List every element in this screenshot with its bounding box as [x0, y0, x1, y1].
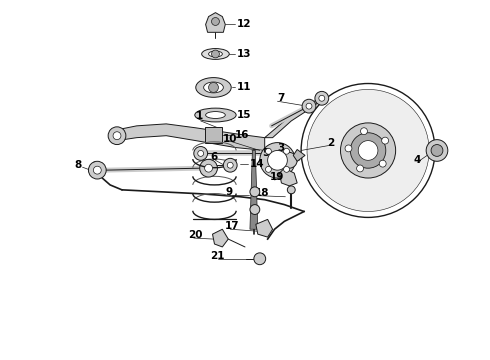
- Circle shape: [315, 91, 329, 105]
- Text: 5: 5: [262, 148, 269, 158]
- Circle shape: [89, 161, 106, 179]
- Circle shape: [281, 152, 297, 168]
- Ellipse shape: [206, 112, 225, 118]
- Text: 9: 9: [225, 187, 232, 197]
- Polygon shape: [206, 13, 225, 32]
- Text: 20: 20: [188, 230, 202, 240]
- Polygon shape: [293, 149, 305, 161]
- Circle shape: [254, 253, 266, 265]
- Text: 1: 1: [196, 111, 203, 121]
- Circle shape: [260, 143, 295, 178]
- Circle shape: [94, 166, 101, 174]
- Text: 12: 12: [237, 19, 252, 30]
- Circle shape: [198, 150, 204, 156]
- Circle shape: [307, 89, 429, 212]
- Circle shape: [212, 18, 220, 26]
- Text: 2: 2: [327, 138, 334, 148]
- Polygon shape: [205, 127, 222, 143]
- Ellipse shape: [196, 78, 231, 97]
- Text: 13: 13: [237, 49, 252, 59]
- Circle shape: [194, 147, 208, 160]
- Polygon shape: [117, 124, 265, 150]
- Polygon shape: [213, 229, 228, 247]
- Text: 3: 3: [277, 143, 285, 153]
- Polygon shape: [279, 168, 297, 186]
- Text: 17: 17: [225, 221, 240, 231]
- Circle shape: [284, 148, 290, 154]
- Circle shape: [205, 164, 213, 172]
- Text: 15: 15: [237, 110, 252, 120]
- Circle shape: [212, 50, 220, 58]
- Circle shape: [301, 84, 435, 217]
- Ellipse shape: [195, 108, 236, 122]
- Circle shape: [426, 140, 448, 161]
- Text: 6: 6: [211, 152, 218, 162]
- Circle shape: [361, 128, 368, 135]
- Polygon shape: [250, 150, 258, 229]
- Circle shape: [287, 186, 295, 194]
- Text: 16: 16: [235, 130, 249, 140]
- Circle shape: [200, 159, 218, 177]
- Circle shape: [266, 166, 271, 172]
- Circle shape: [350, 133, 386, 168]
- Polygon shape: [265, 98, 324, 138]
- Circle shape: [319, 95, 325, 101]
- Circle shape: [341, 123, 395, 178]
- Circle shape: [108, 127, 126, 145]
- Circle shape: [284, 166, 290, 172]
- Circle shape: [266, 148, 271, 154]
- Text: 4: 4: [414, 155, 421, 165]
- Circle shape: [209, 82, 219, 93]
- Ellipse shape: [209, 51, 222, 57]
- Circle shape: [227, 162, 233, 168]
- Text: 7: 7: [277, 93, 285, 103]
- Text: 8: 8: [74, 160, 82, 170]
- Circle shape: [382, 137, 389, 144]
- Circle shape: [379, 160, 386, 167]
- Text: 10: 10: [222, 134, 237, 144]
- Circle shape: [358, 141, 378, 160]
- Ellipse shape: [202, 49, 229, 59]
- Circle shape: [302, 99, 316, 113]
- Circle shape: [250, 187, 260, 197]
- Text: 14: 14: [250, 159, 265, 169]
- Polygon shape: [256, 219, 272, 237]
- Circle shape: [345, 145, 352, 152]
- Circle shape: [223, 158, 237, 172]
- Ellipse shape: [204, 82, 223, 93]
- Text: 19: 19: [270, 172, 284, 182]
- Circle shape: [431, 145, 443, 156]
- Circle shape: [113, 132, 121, 140]
- Text: 18: 18: [255, 188, 270, 198]
- Circle shape: [357, 165, 364, 172]
- Text: 11: 11: [237, 82, 252, 93]
- Circle shape: [268, 150, 287, 170]
- Circle shape: [306, 103, 312, 109]
- Text: 21: 21: [211, 251, 225, 261]
- Circle shape: [250, 204, 260, 215]
